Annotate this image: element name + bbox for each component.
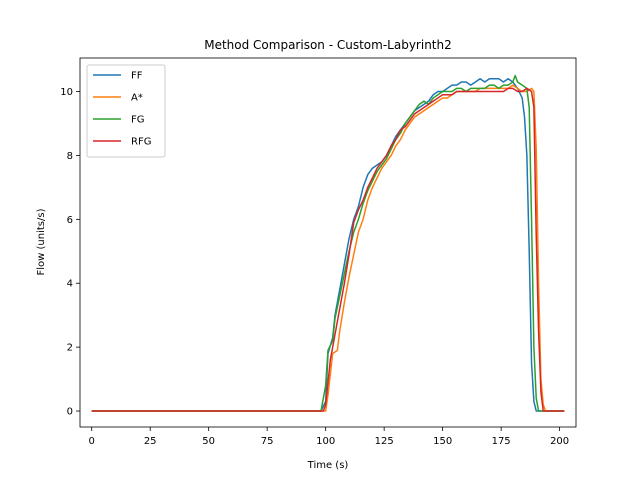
x-axis: 0 25 50 75 100 125 150 175 200 [89, 427, 569, 447]
y-tick-label: 4 [67, 279, 73, 290]
series-line-ff [91, 78, 565, 412]
x-tick-label: 125 [375, 436, 394, 447]
legend: FF A* FG RFG [86, 64, 166, 158]
legend-label: A* [131, 93, 143, 104]
y-tick-label: 6 [67, 215, 73, 226]
series-layer [91, 74, 565, 412]
x-tick-label: 150 [433, 436, 452, 447]
x-tick-label: 200 [550, 436, 569, 447]
legend-label: FG [131, 115, 145, 126]
plot-frame [79, 57, 577, 428]
y-tick-label: 0 [67, 407, 73, 418]
y-tick-label: 2 [67, 343, 73, 354]
y-axis: 0 2 4 6 8 10 [60, 87, 80, 418]
legend-label: RFG [131, 137, 151, 148]
series-line-rfg [91, 87, 565, 412]
series-line-fg [91, 74, 565, 412]
x-axis-label: Time (s) [307, 460, 349, 471]
x-tick-label: 0 [89, 436, 95, 447]
legend-label: FF [131, 71, 143, 82]
x-tick-label: 50 [202, 436, 215, 447]
y-axis-label: Flow (units/s) [36, 208, 47, 275]
x-tick-label: 100 [316, 436, 335, 447]
y-tick-label: 8 [67, 151, 73, 162]
chart-title: Method Comparison - Custom-Labyrinth2 [204, 38, 452, 52]
x-tick-label: 75 [261, 436, 274, 447]
legend-frame [86, 64, 166, 158]
y-tick-label: 10 [60, 87, 73, 98]
x-tick-label: 175 [492, 436, 511, 447]
x-tick-label: 25 [144, 436, 157, 447]
